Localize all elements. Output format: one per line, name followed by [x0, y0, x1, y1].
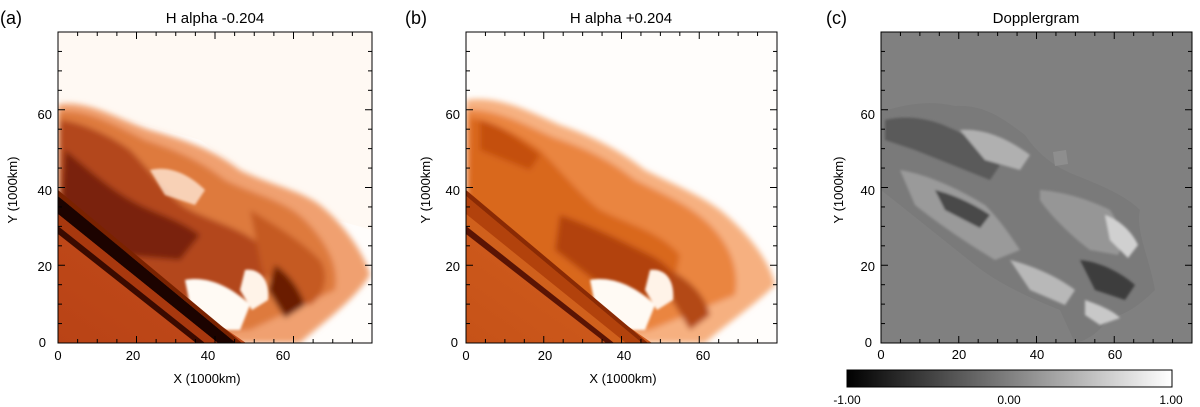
x-tick-label-c-3: 60 — [1108, 347, 1122, 362]
ticks-b — [465, 32, 777, 344]
tick-labels-b: 0 20 40 60 0 20 40 60 — [446, 107, 711, 363]
panel-label-b: (b) — [405, 8, 427, 28]
image-c — [881, 32, 1192, 343]
image-a — [58, 32, 372, 343]
x-tick-label-a-0: 0 — [54, 348, 61, 363]
y-tick-label-b-2: 40 — [446, 183, 460, 198]
x-tick-label-b-2: 40 — [617, 348, 631, 363]
y-tick-label-a-1: 20 — [38, 259, 52, 274]
x-tick-label-c-2: 40 — [1030, 347, 1044, 362]
panel-title-a: H alpha -0.204 — [166, 10, 264, 27]
colorbar-tick-label-mid: 0.00 — [997, 393, 1021, 407]
x-tick-label-b-0: 0 — [462, 348, 469, 363]
x-tick-label-a-2: 40 — [201, 348, 215, 363]
ticks-a — [57, 32, 372, 344]
y-axis-label-b: Y (1000km) — [418, 157, 433, 224]
panel-b: (b) H alpha +0.204 0 — [405, 8, 778, 386]
x-axis-label-a: X (1000km) — [173, 371, 240, 386]
y-tick-label-a-0: 0 — [39, 335, 46, 350]
panel-label-c: (c) — [826, 8, 847, 28]
y-tick-label-a-3: 60 — [38, 107, 52, 122]
panel-c: (c) Dopplergram 0 20 4 — [826, 8, 1193, 407]
x-tick-label-b-3: 60 — [696, 348, 710, 363]
y-tick-label-c-0: 0 — [865, 335, 872, 350]
colorbar-tick-label-min: -1.00 — [833, 393, 861, 407]
x-axis-label-b: X (1000km) — [589, 371, 656, 386]
y-tick-label-c-3: 60 — [861, 107, 875, 122]
y-tick-label-b-3: 60 — [446, 107, 460, 122]
x-tick-label-a-3: 60 — [276, 348, 290, 363]
colorbar-gradient — [846, 369, 1173, 388]
ticks-c — [880, 32, 1192, 344]
y-tick-label-c-2: 40 — [861, 183, 875, 198]
panel-a: (a) H alpha -0.204 — [0, 8, 373, 386]
y-tick-label-b-1: 20 — [446, 259, 460, 274]
panel-title-b: H alpha +0.204 — [570, 10, 672, 27]
y-axis-label-c: Y (1000km) — [831, 157, 846, 224]
panel-label-a: (a) — [0, 8, 22, 28]
x-tick-label-a-1: 20 — [126, 348, 140, 363]
y-axis-label-a: Y (1000km) — [5, 157, 20, 224]
panel-title-c: Dopplergram — [993, 10, 1080, 27]
y-tick-label-c-1: 20 — [861, 259, 875, 274]
x-tick-label-c-0: 0 — [877, 347, 884, 362]
y-tick-label-b-0: 0 — [451, 335, 458, 350]
image-b — [466, 32, 777, 343]
y-tick-label-a-2: 40 — [38, 183, 52, 198]
colorbar: -1.00 0.00 1.00 — [833, 369, 1183, 407]
colorbar-tick-label-max: 1.00 — [1159, 393, 1183, 407]
tick-labels-a: 0 20 40 60 0 20 40 60 — [38, 107, 291, 363]
x-tick-label-c-1: 20 — [952, 347, 966, 362]
tick-labels-c: 0 20 40 60 0 20 40 60 — [861, 107, 1123, 362]
x-tick-label-b-1: 20 — [538, 348, 552, 363]
